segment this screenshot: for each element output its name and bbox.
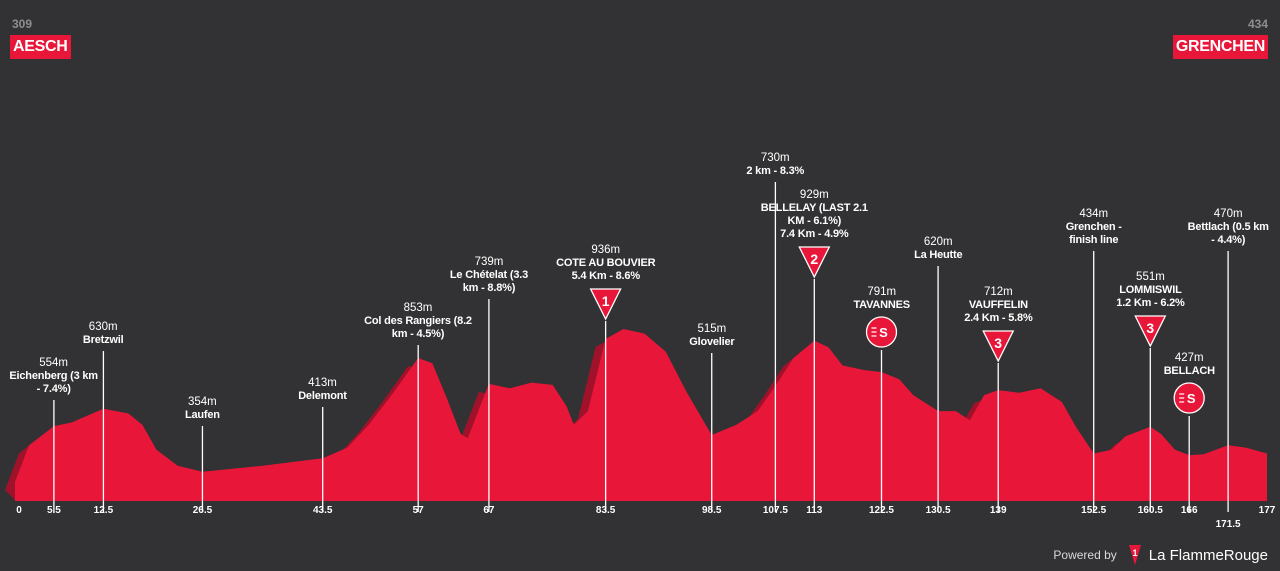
km-tick-label: 12.5 xyxy=(93,505,114,516)
waypoint-label: 630m Bretzwil xyxy=(83,321,124,347)
km-tick-label: 177 xyxy=(1258,505,1276,516)
waypoint-name: BELLELAY (LAST 2.1 KM - 6.1%) 7.4 Km - 4… xyxy=(760,202,868,240)
waypoint-elevation: 413m xyxy=(308,377,337,389)
waypoint-name: Delemont xyxy=(298,390,347,402)
waypoint-name: Le Chételat (3.3 km - 8.8%) xyxy=(449,269,529,294)
waypoint-elevation: 470m xyxy=(1213,208,1243,220)
kom-category-number: 3 xyxy=(994,335,1002,351)
waypoint-elevation: 515m xyxy=(697,323,727,335)
svg-text:1: 1 xyxy=(1132,548,1137,558)
kom-category-icon xyxy=(798,246,831,279)
km-tick-label: 83.5 xyxy=(595,505,616,516)
km-tick-label: 26.5 xyxy=(192,505,213,516)
footer-branding: Powered by 1 La FlammeRouge xyxy=(1053,545,1268,565)
waypoint-elevation: 434m xyxy=(1079,208,1109,220)
km-tick-label: 98.5 xyxy=(702,505,722,516)
waypoint-elevation: 929m xyxy=(799,189,829,201)
waypoint-name: Bretzwil xyxy=(82,334,124,346)
finish-location-badge: GRENCHEN xyxy=(1172,35,1268,59)
waypoint-name: LOMMISWIL 1.2 Km - 6.2% xyxy=(1116,284,1185,309)
km-tick-label: 113 xyxy=(806,505,823,516)
km-tick-label: 166 xyxy=(1180,505,1198,516)
kom-category-icon xyxy=(1134,315,1167,348)
waypoint-label: 929m BELLELAY (LAST 2.1 KM - 6.1%) 7.4 Km… xyxy=(761,189,868,241)
km-tick-label: 5.5 xyxy=(46,505,61,516)
start-location-badge: AESCH xyxy=(10,35,71,59)
waypoint-elevation: 354m xyxy=(187,396,217,408)
waypoint-name: Col des Rangiers (8.2 km - 4.5%) xyxy=(364,315,472,340)
sprint-icon-letter: S xyxy=(1187,391,1196,406)
waypoint-label: 620m La Heutte xyxy=(914,236,963,262)
waypoint-label: 730m 2 km - 8.3% xyxy=(746,152,804,178)
waypoint-label: 354m Laufen xyxy=(185,396,220,422)
sprint-icon xyxy=(1173,382,1205,414)
waypoint-label: 712m VAUFFELIN 2.4 Km - 5.8% xyxy=(964,286,1033,325)
waypoint-elevation: 730m xyxy=(760,152,790,164)
km-tick-label: 139 xyxy=(989,505,1007,516)
km-tick-label: 122.5 xyxy=(868,505,894,516)
kom-category-number: 1 xyxy=(602,293,610,309)
waypoint-label: 551m LOMMISWIL 1.2 Km - 6.2% xyxy=(1116,271,1185,310)
waypoint-label: 413m Delemont xyxy=(298,377,347,403)
waypoint-elevation: 630m xyxy=(88,321,118,333)
waypoint-name: Bettlach (0.5 km - 4.4%) xyxy=(1187,221,1269,246)
waypoint-label: 739m Le Chételat (3.3 km - 8.8%) xyxy=(450,256,528,295)
km-tick-label: 107.5 xyxy=(762,505,788,516)
start-altitude: 309 xyxy=(12,17,33,31)
flamme-rouge-logo-icon: 1 xyxy=(1128,545,1141,565)
sprint-icon-letter: S xyxy=(879,325,888,340)
waypoint-name: Glovelier xyxy=(689,336,735,348)
kom-category-icon xyxy=(982,330,1015,363)
waypoint-elevation: 791m xyxy=(867,286,897,298)
waypoint-label: 434m Grenchen - finish line xyxy=(1066,208,1122,247)
km-tick-label: 171.5 xyxy=(1215,519,1241,530)
km-tick-label: 43.5 xyxy=(312,505,333,516)
waypoint-label: 554m Eichenberg (3 km - 7.4%) xyxy=(9,357,98,396)
kom-category-number: 2 xyxy=(810,251,818,267)
waypoint-name: La Heutte xyxy=(914,249,963,261)
waypoint-label: 515m Glovelier xyxy=(689,323,734,349)
km-tick-label: 0 xyxy=(16,505,22,516)
waypoint-elevation: 554m xyxy=(39,357,69,369)
powered-by-text: Powered by xyxy=(1053,548,1117,562)
waypoint-name: Eichenberg (3 km - 7.4%) xyxy=(9,370,98,395)
km-tick-label: 160.5 xyxy=(1137,505,1163,516)
waypoint-name: 2 km - 8.3% xyxy=(746,165,805,177)
waypoint-name: TAVANNES xyxy=(853,299,910,311)
km-tick-label: 130.5 xyxy=(925,505,951,516)
waypoint-name: VAUFFELIN 2.4 Km - 5.8% xyxy=(964,299,1033,324)
profile-area xyxy=(15,329,1267,500)
waypoint-label: 427m BELLACH xyxy=(1164,352,1215,378)
finish-altitude: 434 xyxy=(1247,17,1268,31)
brand-name: La FlammeRouge xyxy=(1148,546,1268,564)
waypoint-label: 853m Col des Rangiers (8.2 km - 4.5%) xyxy=(364,302,472,341)
kom-category-icon xyxy=(589,288,622,321)
waypoint-elevation: 427m xyxy=(1174,352,1204,364)
kom-category-number: 3 xyxy=(1146,320,1154,336)
km-tick-label: 57 xyxy=(412,505,424,516)
waypoint-name: Grenchen - finish line xyxy=(1065,221,1122,246)
waypoint-elevation: 712m xyxy=(983,286,1013,298)
waypoint-elevation: 936m xyxy=(591,244,621,256)
waypoint-elevation: 853m xyxy=(403,302,433,314)
waypoint-elevation: 620m xyxy=(923,236,953,248)
waypoint-name: COTE AU BOUVIER 5.4 Km - 8.6% xyxy=(556,257,656,282)
waypoint-elevation: 739m xyxy=(474,256,504,268)
sprint-icon xyxy=(865,316,898,348)
km-tick-label: 67 xyxy=(483,505,495,516)
waypoint-elevation: 551m xyxy=(1136,271,1165,283)
waypoint-name: BELLACH xyxy=(1163,365,1215,377)
waypoint-label: 791m TAVANNES xyxy=(853,286,910,312)
km-tick-label: 152.5 xyxy=(1081,505,1107,516)
waypoint-label: 936m COTE AU BOUVIER 5.4 Km - 8.6% xyxy=(556,244,655,283)
waypoint-name: Laufen xyxy=(184,409,220,421)
waypoint-label: 470m Bettlach (0.5 km - 4.4%) xyxy=(1188,208,1269,247)
